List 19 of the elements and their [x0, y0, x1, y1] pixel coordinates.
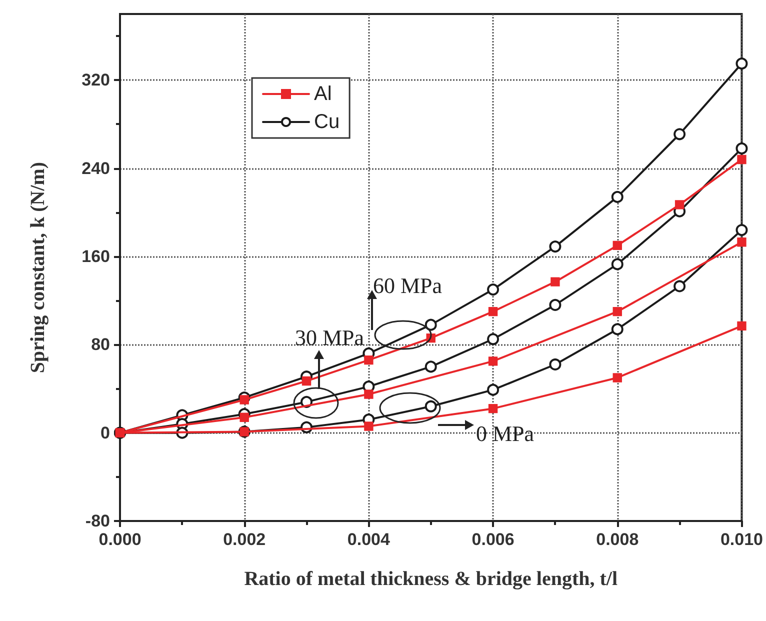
x-tick-label: 0.004: [347, 530, 391, 549]
y-tick-label: 240: [82, 158, 110, 178]
y-tick-label: 80: [91, 335, 110, 354]
x-tick-label: 0.000: [98, 530, 142, 549]
legend-label: Cu: [314, 111, 340, 133]
y-tick-label: 320: [82, 70, 110, 90]
y-tick-label: 160: [82, 246, 110, 266]
x-axis-title: Ratio of metal thickness & bridge length, t/l: [244, 568, 618, 590]
y-tick-label: -80: [85, 512, 110, 530]
y-tick-label: 0: [100, 423, 110, 442]
x-tick-label: 0.002: [223, 530, 266, 549]
y-axis-title: Spring constant, k (N/m): [27, 162, 49, 374]
legend-label: Al: [314, 83, 332, 105]
annotation: 60 MPa: [373, 273, 442, 298]
x-tick-label: 0.008: [596, 530, 639, 549]
annotation: 30 MPa: [294, 325, 364, 350]
x-tick-label: 0.006: [472, 530, 514, 549]
annotation: 0 MPa: [476, 421, 534, 446]
x-tick-label: 0.010: [720, 530, 764, 549]
